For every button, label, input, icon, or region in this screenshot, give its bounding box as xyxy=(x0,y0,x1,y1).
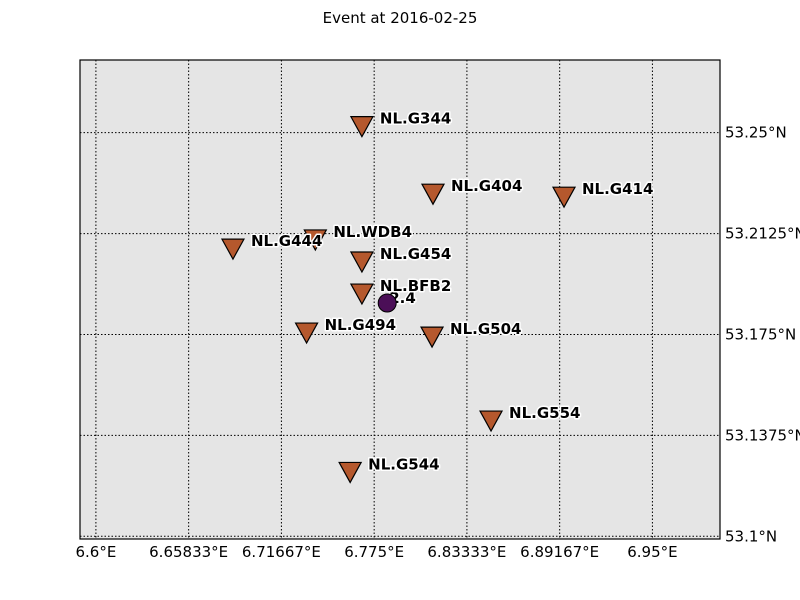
lat-tick-label: 53.1°N xyxy=(725,527,777,545)
station-label: NL.G444 xyxy=(251,232,322,250)
station-nl-g494: NL.G494 xyxy=(294,315,398,345)
station-nl-g414: NL.G414 xyxy=(552,179,655,209)
lon-tick-label: 6.89167°E xyxy=(520,543,599,561)
station-nl-g504: NL.G504 xyxy=(420,319,523,349)
station-nl-g404: NL.G404 xyxy=(420,176,524,206)
station-layer: NL.G344 NL.G404 NL.G414 NL.WDB4 NL.G444 NL.G4… xyxy=(220,108,655,484)
station-triangle-marker xyxy=(220,238,245,261)
station-triangle-marker xyxy=(349,283,374,306)
station-nl-g544: NL.G544 xyxy=(338,454,441,484)
station-triangle-marker xyxy=(294,322,319,345)
station-nl-g444: NL.G444 xyxy=(220,231,324,261)
lon-tick-label: 6.65833°E xyxy=(149,543,228,561)
station-label: NL.BFB2 xyxy=(380,277,451,295)
station-label: NL.WDB4 xyxy=(333,223,412,241)
map-frame xyxy=(79,59,721,540)
station-triangle-marker xyxy=(349,116,374,138)
axis-tick-labels: 6.6°E 6.65833°E 6.71667°E 6.775°E 6.83333°E 6… xyxy=(75,124,800,561)
station-nl-g454: NL.G454 xyxy=(349,244,453,274)
station-nl-bfb2: NL.BFB2 xyxy=(349,276,453,306)
station-triangle-marker xyxy=(338,461,363,484)
lon-tick-label: 6.95°E xyxy=(627,543,677,561)
station-label: NL.G554 xyxy=(509,404,580,422)
graticule xyxy=(80,60,720,539)
lat-tick-label: 53.175°N xyxy=(725,325,796,343)
event-layer: 2.4 xyxy=(377,287,417,313)
map-background xyxy=(80,60,720,539)
map-title: Event at 2016-02-25 xyxy=(322,9,478,27)
station-nl-g344: NL.G344 xyxy=(349,108,453,138)
station-label: NL.G494 xyxy=(325,316,396,334)
lon-tick-label: 6.775°E xyxy=(344,543,404,561)
station-label: NL.G344 xyxy=(380,110,451,128)
lon-tick-label: 6.71667°E xyxy=(242,543,321,561)
station-label: NL.G414 xyxy=(582,180,653,198)
station-triangle-marker xyxy=(479,410,504,433)
station-triangle-marker xyxy=(349,251,374,274)
station-triangle-marker xyxy=(303,229,328,252)
station-nl-wdb4: NL.WDB4 xyxy=(303,221,414,252)
lat-tick-label: 53.2125°N xyxy=(725,225,800,243)
station-label: NL.G504 xyxy=(450,320,521,338)
event-marker xyxy=(377,293,397,313)
station-triangle-marker xyxy=(420,326,445,349)
station-label: NL.G404 xyxy=(451,177,522,195)
station-triangle-marker xyxy=(420,183,446,206)
lon-tick-label: 6.83333°E xyxy=(427,543,506,561)
station-triangle-marker xyxy=(552,186,577,209)
station-label: NL.G454 xyxy=(380,245,451,263)
lat-tick-label: 53.25°N xyxy=(725,124,787,142)
station-nl-g554: NL.G554 xyxy=(479,403,582,433)
station-label: NL.G544 xyxy=(368,455,439,473)
lat-tick-label: 53.1375°N xyxy=(725,426,800,444)
lon-tick-label: 6.6°E xyxy=(75,543,116,561)
